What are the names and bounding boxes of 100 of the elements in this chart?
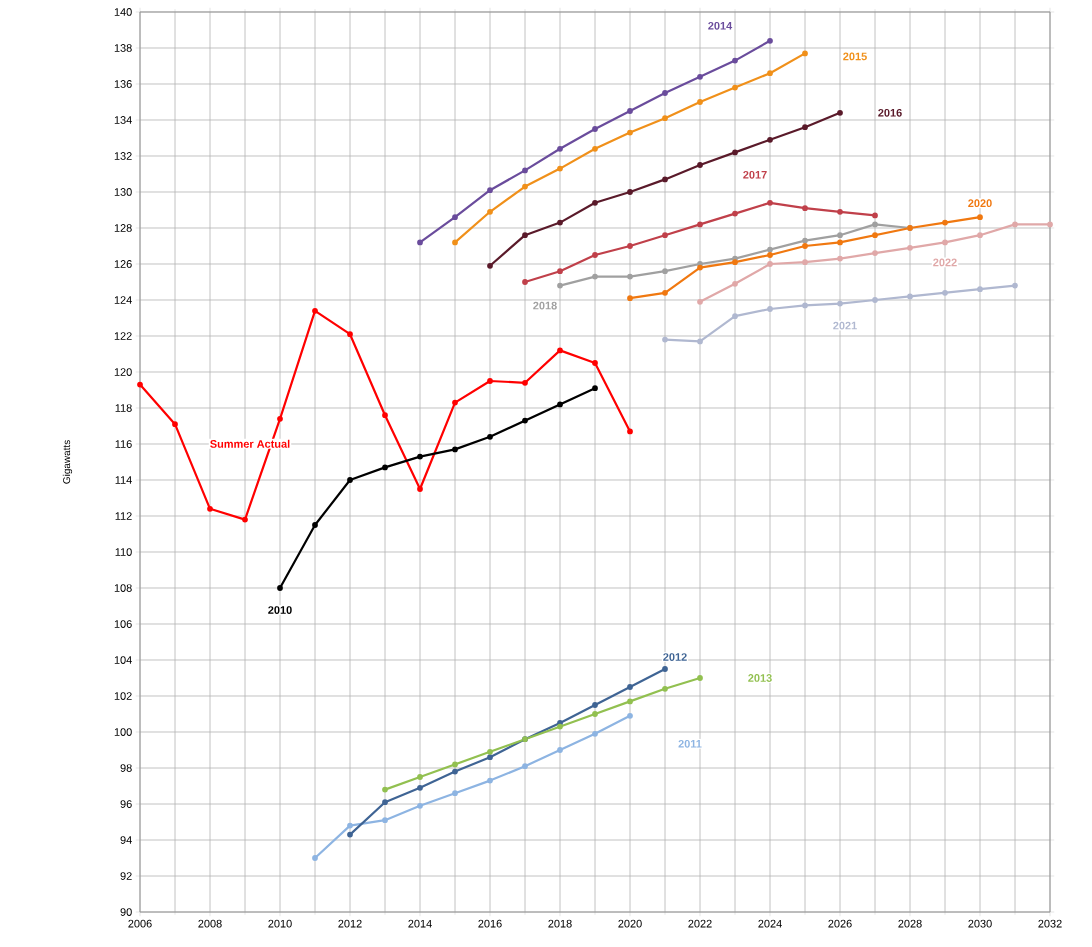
y-tick-label: 112 [115, 512, 132, 520]
text: 2017 [743, 170, 767, 179]
text: 2014 [708, 21, 733, 30]
x-tick-label: 2026 [828, 919, 852, 928]
point [522, 232, 528, 239]
series-label: Summer Actual [210, 439, 290, 448]
point [522, 183, 528, 190]
x-tick-label: 2006 [128, 919, 152, 928]
point [697, 99, 703, 105]
point [767, 246, 773, 253]
point [942, 239, 948, 246]
point [347, 477, 353, 483]
point [627, 108, 633, 114]
point [732, 280, 738, 287]
point [662, 90, 668, 96]
point [347, 331, 353, 338]
point [767, 136, 773, 143]
point [1012, 221, 1018, 228]
point [872, 221, 878, 228]
point [382, 799, 388, 806]
point [697, 221, 703, 228]
point [557, 723, 563, 730]
point [1012, 282, 1018, 289]
point [977, 286, 983, 293]
point [207, 505, 213, 512]
text: 2016 [878, 108, 902, 117]
y-tick-label: 124 [114, 296, 132, 304]
point [627, 712, 633, 719]
point [697, 264, 703, 271]
point [697, 298, 703, 305]
x-tick-label: 2008 [198, 919, 222, 928]
point [592, 252, 598, 258]
y-tick-label: 90 [120, 908, 132, 916]
point [312, 855, 318, 861]
point [627, 428, 633, 435]
y-tick-label: 98 [120, 764, 132, 772]
point [732, 149, 738, 156]
point [872, 297, 878, 303]
point [452, 768, 458, 775]
point [522, 167, 528, 174]
point [487, 754, 493, 761]
point [662, 268, 668, 275]
point [872, 212, 878, 219]
y-tick-label: 106 [114, 620, 132, 628]
point [767, 306, 773, 312]
point [662, 115, 668, 122]
point [627, 273, 633, 280]
point [417, 784, 423, 791]
point [557, 347, 563, 354]
point [627, 684, 633, 690]
point [382, 817, 388, 824]
point [627, 129, 633, 136]
y-tick-label: 118 [115, 404, 132, 412]
point [487, 748, 493, 755]
point [662, 289, 668, 296]
point [837, 300, 843, 307]
point [452, 446, 458, 453]
point [802, 243, 808, 249]
y-tick-label: 92 [120, 872, 132, 880]
point [872, 232, 878, 239]
point [942, 219, 948, 226]
point [592, 360, 598, 366]
point [907, 244, 913, 251]
x-tick-label: 2032 [1038, 919, 1062, 928]
point [592, 126, 598, 132]
point [767, 199, 773, 206]
text: 2015 [843, 52, 867, 61]
point [557, 268, 563, 275]
point [942, 289, 948, 296]
point [662, 176, 668, 183]
point [592, 702, 598, 708]
y-tick-label: 110 [115, 548, 132, 556]
point [382, 412, 388, 419]
x-tick-label: 2022 [688, 919, 712, 928]
y-tick-label: 128 [114, 224, 132, 232]
point [487, 378, 493, 384]
y-tick-label: 100 [114, 728, 132, 736]
x-tick-label: 2014 [408, 919, 432, 928]
point [417, 774, 423, 780]
text: 2011 [678, 739, 702, 748]
point [592, 711, 598, 717]
point [557, 747, 563, 753]
point [767, 70, 773, 77]
point [452, 214, 458, 221]
point [592, 385, 598, 392]
point [592, 145, 598, 152]
point [522, 763, 528, 770]
point [312, 307, 318, 314]
point [487, 262, 493, 269]
x-tick-label: 2012 [338, 919, 362, 928]
series-label: 2012 [663, 653, 687, 661]
point [557, 219, 563, 226]
point [417, 802, 423, 809]
y-tick-label: 122 [114, 332, 132, 340]
y-tick-label: 94 [120, 836, 132, 844]
point [662, 666, 668, 672]
y-tick-label: 138 [114, 44, 132, 52]
point [767, 37, 773, 44]
x-tick-label: 2016 [478, 919, 502, 928]
point [277, 415, 283, 422]
